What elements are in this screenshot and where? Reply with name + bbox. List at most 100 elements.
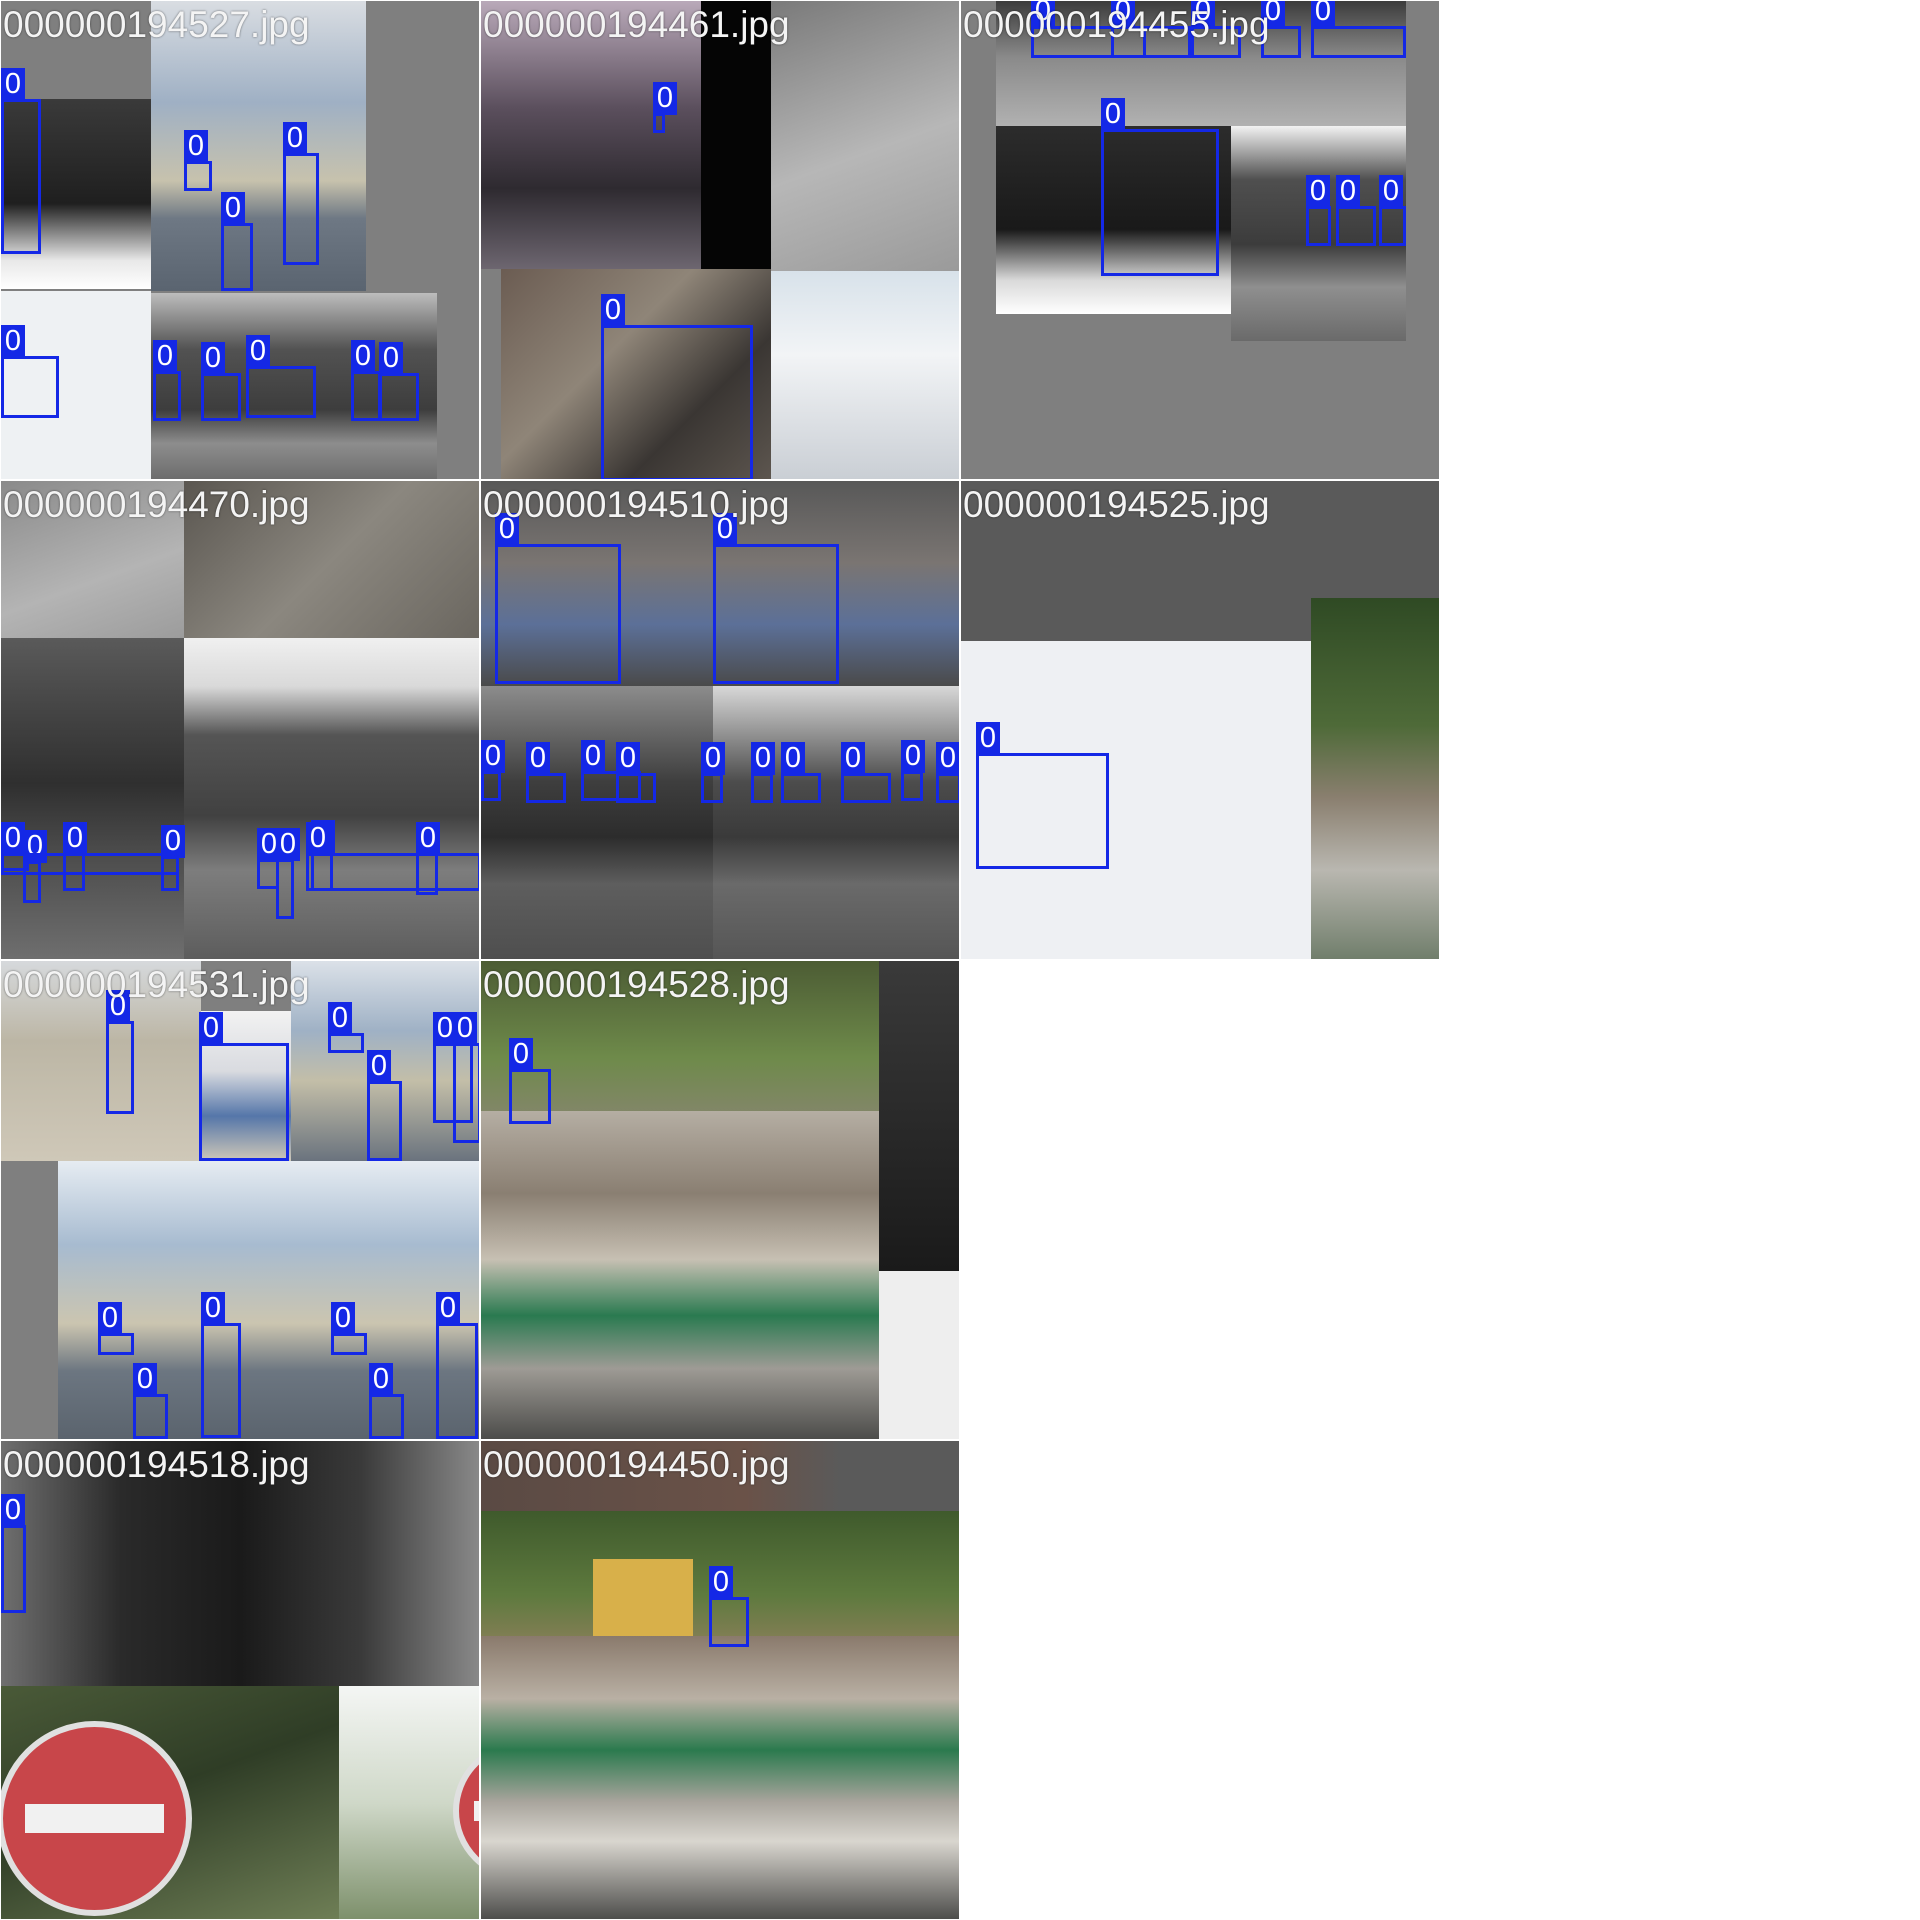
bbox-class-label: 0 (201, 342, 225, 375)
tile-filename: 000000194528.jpg (483, 964, 790, 1005)
bbox-person: 0 (246, 335, 316, 418)
bbox-person: 0 (199, 1012, 289, 1161)
bbox-person: 0 (201, 1292, 241, 1438)
region-dark-frame (701, 1, 771, 269)
bbox-person: 0 (351, 340, 381, 421)
bbox-person: 0 (481, 740, 505, 801)
bbox-person: 0 (436, 1292, 478, 1439)
bbox-class-label: 0 (201, 1292, 225, 1325)
bbox-class-label: 0 (1306, 175, 1330, 208)
bbox-class-label: 0 (63, 822, 87, 855)
bbox-person: 0 (1111, 1, 1191, 58)
region-skater-bw (1, 99, 151, 289)
bbox-class-label: 0 (246, 335, 270, 368)
bbox-class-label: 0 (106, 990, 130, 1023)
bbox-class-label: 0 (781, 742, 805, 775)
bbox-person: 0 (1379, 175, 1406, 246)
bbox-class-label: 0 (701, 742, 725, 775)
bbox-person: 0 (1336, 175, 1376, 246)
tile-194461: 000000194461.jpg 0 0 (480, 0, 960, 480)
bbox-person: 0 (1, 325, 59, 418)
bbox-person: 0 (257, 828, 281, 889)
bbox-person: 0 (701, 742, 725, 803)
bbox-class-label: 0 (306, 822, 330, 855)
bbox-class-label: 0 (1191, 1, 1215, 28)
bbox-person: 0 (709, 1566, 749, 1647)
bbox-person: 0 (901, 740, 925, 801)
bbox-class-label: 0 (1031, 1, 1055, 28)
bbox-class-label: 0 (351, 340, 375, 373)
bbox-class-label: 0 (98, 1302, 122, 1335)
bbox-class-label: 0 (1336, 175, 1360, 208)
bbox-person: 0 (976, 722, 1109, 869)
bbox-class-label: 0 (436, 1292, 460, 1325)
no-entry-sign (1, 1721, 192, 1916)
bbox-person: 0 (841, 742, 891, 803)
bbox-person: 0 (1031, 1, 1146, 58)
bbox-class-label: 0 (1311, 1, 1335, 28)
bbox-person: 0 (283, 122, 319, 265)
region-skater-bw (996, 126, 1231, 314)
region-hangar-left (1, 638, 184, 959)
bbox-person: 0 (1, 822, 179, 875)
bbox-class-label: 0 (601, 294, 625, 327)
bbox-class-label: 0 (751, 742, 775, 775)
bbox-class-label: 0 (1, 822, 25, 855)
region-top-strip (481, 1441, 959, 1511)
region-white-strip (879, 1271, 959, 1439)
bbox-class-label: 0 (369, 1363, 393, 1396)
bbox-person: 0 (98, 1302, 134, 1355)
region-dark-snow (1, 1, 151, 99)
bbox-person: 0 (509, 1038, 551, 1124)
bbox-person: 0 (331, 1302, 367, 1355)
bbox-person: 0 (367, 1050, 402, 1161)
region-bench (481, 1636, 959, 1919)
region-hangar-bw (1231, 126, 1406, 341)
region-clouds (771, 271, 959, 479)
sign-bar (474, 1800, 479, 1822)
tile-194527: 000000194527.jpg 0 0 0 0 0 0 0 0 0 0 (0, 0, 480, 480)
bbox-person: 0 (1311, 1, 1406, 58)
region-hangar (151, 293, 437, 479)
tile-194525: 000000194525.jpg 0 (960, 480, 1440, 960)
bbox-class-label: 0 (901, 740, 925, 773)
bbox-person: 0 (328, 1002, 364, 1053)
bbox-class-label: 0 (331, 1302, 355, 1335)
bbox-class-label: 0 (526, 742, 550, 775)
bbox-person: 0 (1191, 1, 1241, 58)
bbox-class-label: 0 (1, 325, 25, 358)
bbox-class-label: 0 (416, 822, 440, 855)
bbox-class-label: 0 (1, 68, 25, 101)
bbox-class-label: 0 (495, 513, 519, 546)
bbox-person: 0 (201, 342, 241, 421)
bbox-person: 0 (161, 825, 185, 891)
bbox-class-label: 0 (936, 742, 959, 775)
bbox-class-label: 0 (976, 722, 1000, 755)
bbox-class-label: 0 (1, 1494, 25, 1527)
tile-194518: 000000194518.jpg 0 (0, 1440, 480, 1920)
tile-filename: 000000194510.jpg (483, 484, 790, 525)
bbox-class-label: 0 (1261, 1, 1285, 28)
bbox-class-label: 0 (1379, 175, 1403, 208)
region-bench-park (1311, 598, 1439, 959)
bbox-person: 0 (453, 1012, 479, 1143)
bbox-class-label: 0 (453, 1012, 477, 1045)
bbox-person: 0 (653, 82, 677, 133)
bbox-class-label: 0 (367, 1050, 391, 1083)
bbox-person: 0 (1, 1494, 26, 1613)
region-bench (481, 1111, 879, 1439)
bbox-class-label: 0 (276, 828, 300, 861)
bbox-person: 0 (581, 740, 641, 801)
bbox-person: 0 (369, 1363, 404, 1439)
region-skier-snow (1, 291, 151, 479)
bbox-person: 0 (184, 130, 212, 191)
bbox-person: 0 (153, 340, 181, 421)
bbox-person: 0 (63, 822, 87, 891)
bbox-class-label: 0 (481, 740, 505, 773)
bbox-person: 0 (221, 192, 253, 291)
bbox-class-label: 0 (713, 513, 737, 546)
bbox-class-label: 0 (221, 192, 245, 225)
region-gravel (771, 1, 959, 271)
tile-filename: 000000194470.jpg (3, 484, 310, 525)
